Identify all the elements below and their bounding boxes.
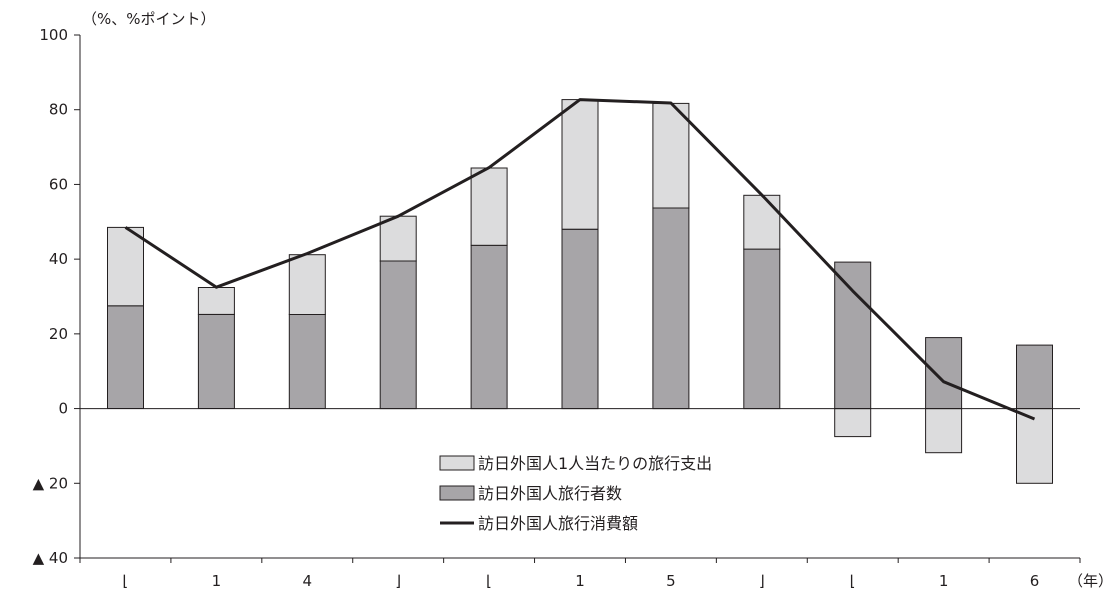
legend-label-2: 訪日外国人旅行消費額	[478, 514, 638, 533]
x-tick-label-6: 5	[666, 572, 676, 590]
bar-per-capita-spending-0	[107, 226, 144, 307]
bar-per-capita-spending-5	[561, 99, 599, 230]
x-tick-label-4: ⌊	[486, 572, 492, 590]
x-tick-label-0: ⌊	[123, 572, 129, 590]
bar-visitors-0	[107, 305, 144, 409]
x-tick-label-10: 6	[1030, 572, 1040, 590]
x-tick-label-3: ⌋	[395, 572, 401, 590]
bar-visitors-1	[197, 313, 235, 409]
x-tick-labels: ⌊ 1 4 ⌋ ⌊ 1 5 ⌋ ⌊ 1 6	[123, 572, 1040, 590]
bar-per-capita-spending-10	[1016, 408, 1053, 484]
bar-per-capita-spending-3	[379, 215, 417, 262]
bar-visitors-7	[743, 248, 781, 410]
bar-visitors-2	[288, 313, 326, 409]
y-tick-label-7: ▲ 40	[33, 549, 68, 567]
bar-visitors-6	[652, 207, 690, 410]
legend-swatch-1	[439, 485, 475, 501]
legend-swatch-0	[439, 455, 475, 471]
bar-per-capita-spending-7	[743, 194, 781, 250]
bar-per-capita-spending-8	[834, 408, 872, 438]
x-axis-unit-label: （年）	[1068, 572, 1113, 590]
line-series-group	[124, 98, 1036, 421]
bar-visitors-4	[470, 244, 508, 410]
bar-visitors-3	[379, 260, 417, 410]
axes-group	[74, 34, 1081, 563]
y-tick-label-0: 100	[39, 26, 68, 44]
y-tick-label-6: ▲ 20	[33, 474, 68, 492]
bar-per-capita-spending-9	[925, 408, 963, 454]
bar-per-capita-spending-1	[197, 287, 235, 315]
legend-label-0: 訪日外国人1人当たりの旅行支出	[478, 454, 712, 473]
legend-label-1: 訪日外国人旅行者数	[478, 484, 622, 503]
bar-visitors-8	[834, 261, 872, 409]
x-tick-label-5: 1	[575, 572, 585, 590]
x-tick-label-2: 4	[302, 572, 312, 590]
bar-per-capita-spending-6	[652, 102, 690, 209]
y-tick-label-4: 20	[49, 325, 68, 343]
bar-per-capita-spending-4	[470, 167, 508, 246]
y-axis-unit-label: （%、%ポイント）	[82, 10, 216, 28]
bar-visitors-5	[561, 228, 599, 410]
bar-per-capita-spending-2	[288, 254, 326, 315]
y-tick-label-2: 60	[49, 175, 68, 193]
x-tick-label-9: 1	[939, 572, 949, 590]
bar-series-group	[107, 99, 1053, 484]
y-tick-label-1: 80	[49, 101, 68, 119]
y-tick-label-5: 0	[58, 400, 68, 418]
x-tick-label-1: 1	[212, 572, 222, 590]
bar-visitors-10	[1016, 344, 1053, 410]
x-tick-label-8: ⌊	[850, 572, 856, 590]
x-tick-label-7: ⌋	[759, 572, 765, 590]
y-tick-labels: 100 80 60 40 20 0 ▲ 20 ▲ 40	[33, 26, 68, 567]
bar-visitors-9	[925, 337, 963, 410]
y-tick-label-3: 40	[49, 250, 68, 268]
